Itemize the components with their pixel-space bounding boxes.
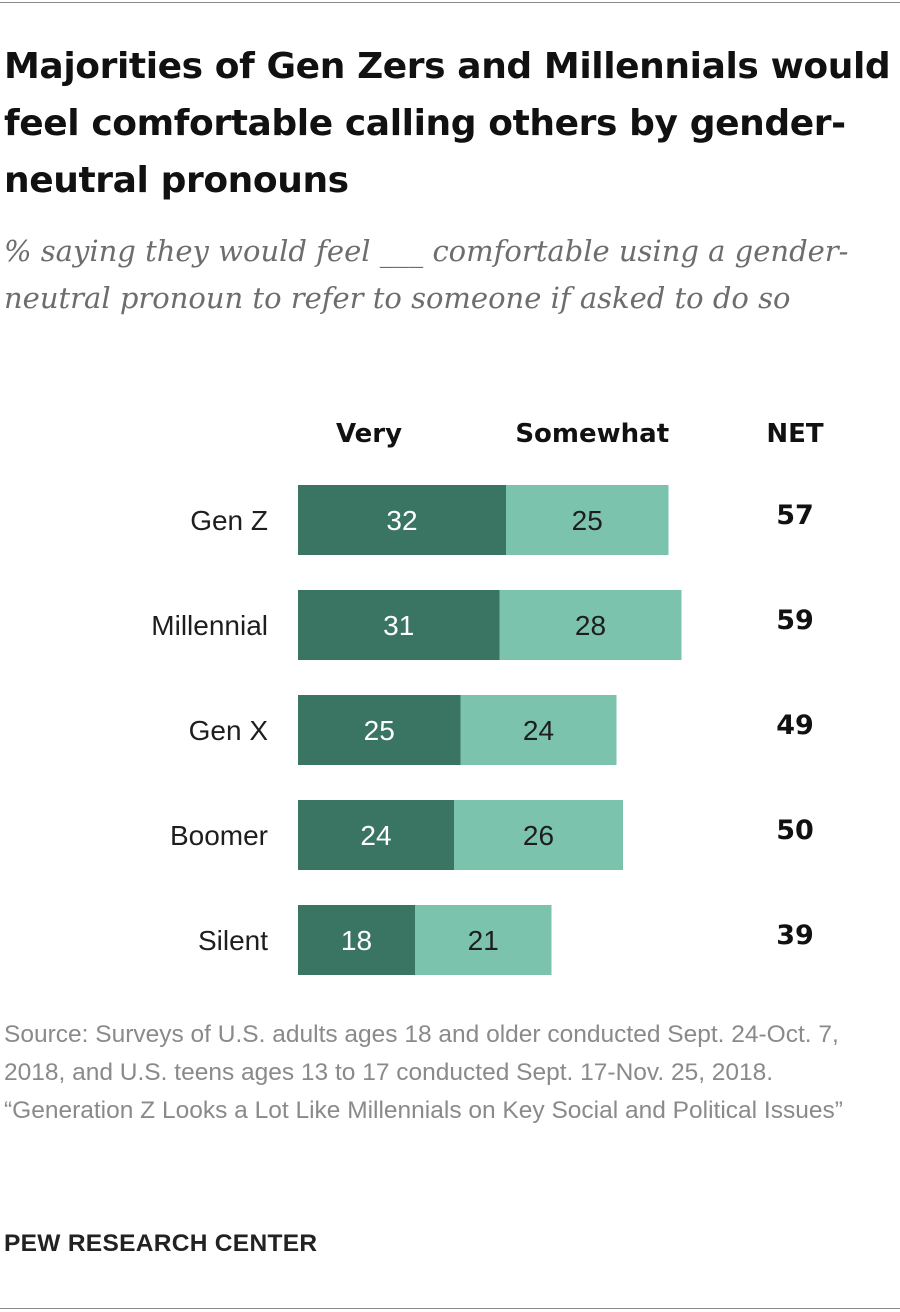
bar-somewhat-value: 21	[468, 925, 499, 956]
bar-somewhat	[460, 695, 617, 765]
bar-very	[298, 695, 461, 765]
legend-somewhat: Somewhat	[515, 419, 669, 449]
bar-somewhat-value: 24	[523, 715, 554, 746]
net-column-header: NET	[766, 419, 824, 449]
chart-notes: Source: Surveys of U.S. adults ages 18 a…	[4, 1016, 896, 1130]
category-label: Gen X	[189, 715, 269, 746]
bar-somewhat	[506, 485, 669, 555]
bar-very-value: 32	[386, 505, 417, 536]
category-label: Silent	[198, 925, 268, 956]
bar-somewhat-value: 28	[575, 610, 606, 641]
bar-very-value: 25	[364, 715, 395, 746]
stacked-bar-chart: Very Somewhat NET Gen Z 32 25 57 Millennial 31 28…	[151, 419, 824, 975]
category-label: Gen Z	[190, 505, 268, 536]
bar-very-value: 18	[341, 925, 372, 956]
bar-somewhat	[499, 590, 682, 660]
bar-very	[298, 485, 506, 555]
bar-very	[298, 905, 415, 975]
top-rule	[0, 2, 900, 3]
source-note: Source: Surveys of U.S. adults ages 18 a…	[4, 1021, 839, 1086]
bar-somewhat	[415, 905, 552, 975]
legend-very: Very	[336, 419, 402, 449]
bar-somewhat	[454, 800, 623, 870]
bar-very-value: 31	[383, 610, 414, 641]
bottom-rule	[0, 1308, 900, 1309]
chart-title: Majorities of Gen Zers and Millennials w…	[4, 46, 891, 201]
chart-subtitle: % saying they would feel ___ comfortable…	[4, 234, 849, 315]
category-label: Boomer	[170, 820, 268, 851]
category-label: Millennial	[151, 610, 268, 641]
net-value: 49	[776, 710, 814, 741]
report-title-note: “Generation Z Looks a Lot Like Millennia…	[4, 1097, 843, 1124]
bar-somewhat-value: 26	[523, 820, 554, 851]
bar-somewhat-value: 25	[572, 505, 603, 536]
brand-logo-text: PEW RESEARCH CENTER	[4, 1230, 318, 1257]
net-value: 50	[776, 815, 814, 846]
net-value: 39	[776, 920, 814, 951]
bar-very-value: 24	[360, 820, 391, 851]
net-value: 59	[776, 605, 814, 636]
net-value: 57	[776, 500, 814, 531]
bar-very	[298, 800, 454, 870]
bar-very	[298, 590, 500, 660]
